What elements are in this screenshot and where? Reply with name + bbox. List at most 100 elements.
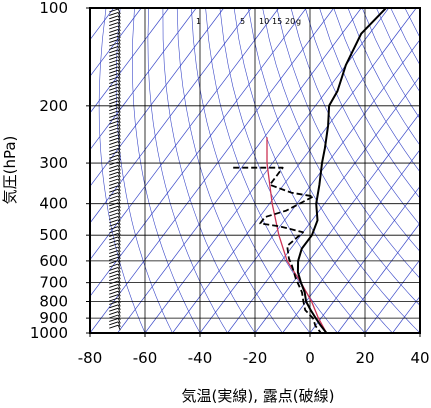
wind-barb-column — [109, 8, 121, 331]
y-tick-label: 1000 — [30, 324, 68, 342]
dry-adiabat-line — [290, 8, 420, 252]
wind-barb-flag — [117, 178, 121, 185]
wind-barb-flag — [117, 148, 121, 154]
parcel-line — [266, 137, 328, 333]
mix-label-unit: g — [296, 17, 301, 26]
wind-barb-shaft — [109, 277, 119, 282]
wind-barb-flag — [117, 314, 121, 321]
dry-adiabat-line — [305, 8, 420, 226]
wind-barb-shaft — [109, 107, 119, 112]
wind-barb-flag — [117, 39, 121, 45]
wind-barb-flag — [117, 294, 121, 300]
wind-barb-shaft — [109, 124, 119, 129]
wind-barb-flag — [117, 287, 121, 293]
dry-adiabat-line — [276, 8, 420, 279]
y-tick-label: 700 — [39, 274, 68, 292]
wind-barb-shaft — [109, 239, 119, 244]
wind-barb-flag — [117, 124, 121, 130]
wind-barb-flag — [117, 19, 121, 25]
wind-barb-shaft — [109, 171, 119, 176]
mix-label-1: 1 — [196, 17, 201, 26]
wind-barb-shaft — [109, 100, 119, 105]
profile-lines — [233, 8, 387, 333]
wind-barb-flag — [117, 100, 121, 106]
wind-barb-shaft — [109, 283, 119, 288]
isotherm-line — [337, 222, 420, 333]
isotherm-line — [90, 8, 335, 333]
wind-barb-shaft — [109, 35, 119, 40]
wind-barb-shaft — [109, 144, 119, 149]
x-tick-label: -20 — [243, 349, 268, 367]
wind-barb-shaft — [109, 39, 119, 44]
wind-barb-flag — [117, 107, 121, 113]
wind-barb-shaft — [109, 178, 119, 183]
wind-barb-flag — [117, 308, 121, 314]
wind-barb-shaft — [109, 256, 119, 261]
wind-barb-flag — [117, 97, 121, 103]
wind-barb-shaft — [109, 215, 119, 220]
wind-barb-flag — [117, 318, 121, 324]
wind-barb-flag — [117, 199, 121, 205]
isotherm-line — [90, 8, 252, 224]
x-tick-label: -60 — [133, 349, 158, 367]
wind-barb-flag — [117, 141, 121, 147]
wind-barb-shaft — [109, 324, 119, 329]
y-tick-label: 900 — [39, 309, 68, 327]
wind-barb-flag — [117, 151, 121, 157]
isotherm-line — [90, 8, 225, 187]
isotherm-line — [199, 39, 420, 333]
wind-barb-shaft — [109, 164, 119, 169]
temperature-line — [296, 8, 387, 333]
dry-adiabat-line — [131, 8, 201, 333]
wind-barb-shaft — [109, 212, 119, 217]
x-axis-title: 気温(実線), 露点(破線) — [182, 387, 335, 405]
wind-barb-flag — [117, 104, 121, 110]
wind-barb-flag — [117, 168, 121, 174]
wind-barb-shaft — [109, 236, 119, 241]
wind-barb-flag — [117, 311, 121, 317]
y-tick-label: 500 — [39, 226, 68, 244]
wind-barb-shaft — [109, 113, 119, 118]
wind-barb-flag — [117, 212, 121, 219]
wind-barb-flag — [117, 219, 121, 225]
isotherm-line — [90, 8, 197, 151]
wind-barb-flag — [117, 36, 121, 42]
wind-barb-shaft — [109, 79, 119, 84]
wind-barb-shaft — [109, 86, 119, 91]
wind-barb-flag — [117, 134, 121, 140]
dry-adiabat-line — [162, 8, 256, 333]
wind-barb-flag — [117, 250, 121, 256]
wind-barb-shaft — [109, 185, 119, 190]
wind-barb-shaft — [109, 141, 119, 146]
wind-barb-shaft — [109, 229, 119, 234]
wind-barb-flag — [117, 63, 121, 69]
wind-barb-flag — [117, 93, 121, 100]
isotherm-line — [172, 8, 417, 333]
wind-barb-shaft — [109, 42, 119, 47]
mix-label-5: 5 — [240, 17, 245, 26]
wind-barb-flag — [117, 325, 121, 331]
wind-barb-shaft — [109, 249, 119, 254]
wind-barb-shaft — [109, 243, 119, 248]
wind-barb-shaft — [109, 83, 119, 88]
wind-barb-shaft — [109, 73, 119, 78]
wind-barb-flag — [117, 131, 121, 137]
wind-barb-shaft — [109, 110, 119, 115]
wind-barb-shaft — [109, 321, 119, 326]
y-tick-label: 200 — [39, 97, 68, 115]
wind-barb-flag — [117, 284, 121, 290]
x-tick-label: 20 — [355, 349, 374, 367]
wind-barb-shaft — [109, 130, 119, 135]
wind-barb-flag — [117, 301, 121, 307]
wind-barb-shaft — [109, 297, 119, 302]
wind-barb-shaft — [109, 22, 119, 27]
dry-adiabat-line — [262, 8, 420, 306]
wind-barb-flag — [117, 121, 121, 127]
y-tick-label: 600 — [39, 252, 68, 270]
wind-barb-flag — [117, 66, 121, 72]
y-tick-label: 800 — [39, 293, 68, 311]
x-tick-label: -40 — [188, 349, 213, 367]
wind-barb-flag — [117, 110, 121, 117]
wind-barb-flag — [117, 29, 121, 35]
